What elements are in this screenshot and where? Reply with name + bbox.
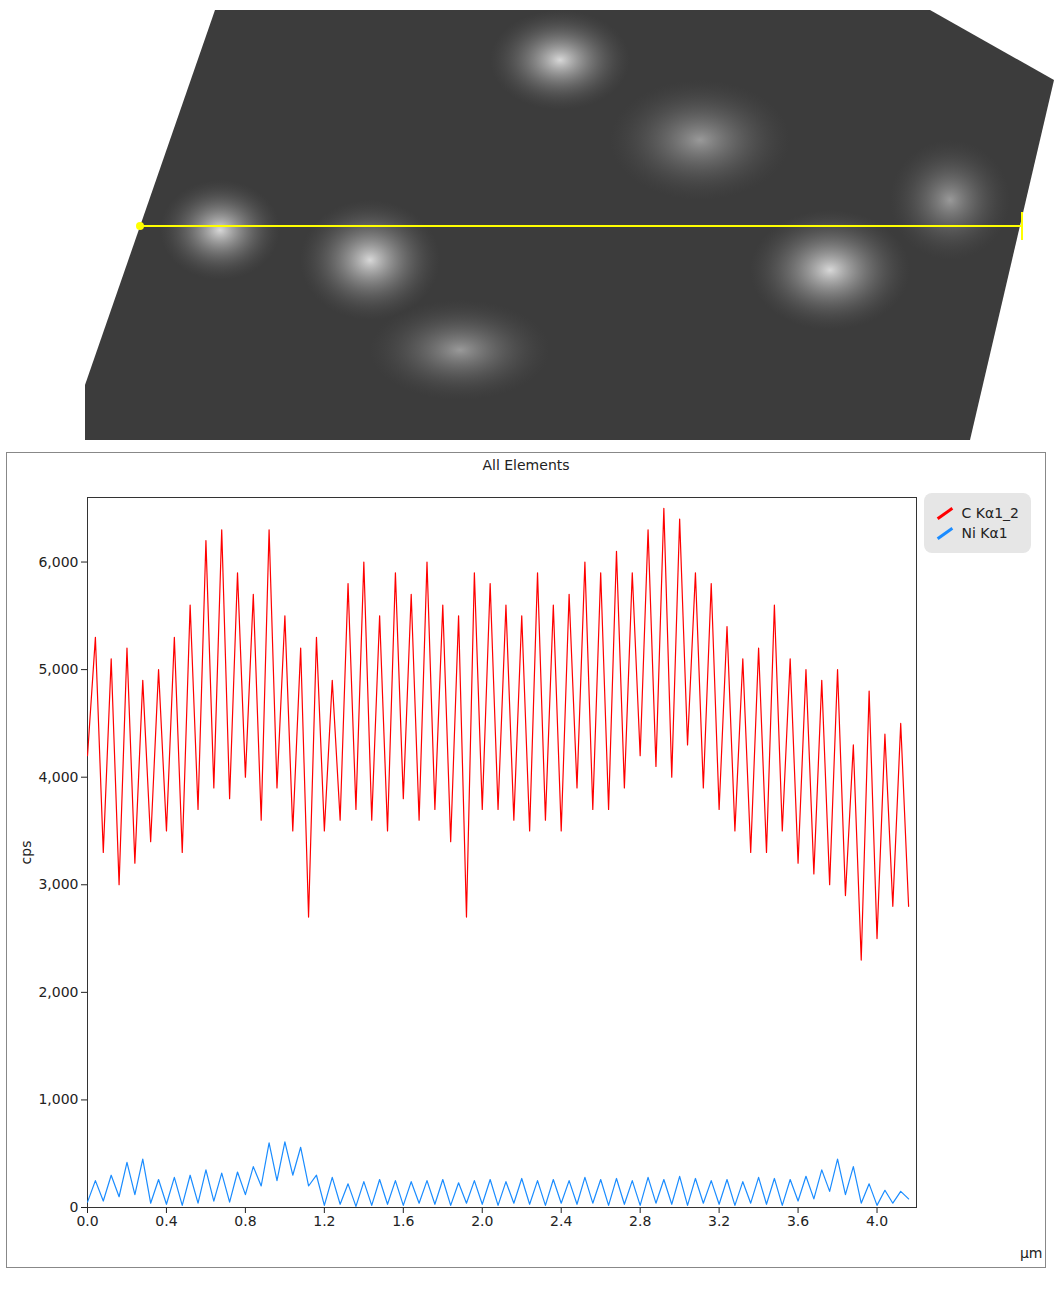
html-text:All Elements: All Elements xyxy=(482,457,570,473)
svg-text:cps: cps xyxy=(18,841,34,865)
svg-text:3,000: 3,000 xyxy=(38,876,78,892)
svg-text:0.8: 0.8 xyxy=(234,1213,256,1229)
svg-text:0.4: 0.4 xyxy=(155,1213,177,1229)
html-text:C Kα1_2: C Kα1_2 xyxy=(961,505,1019,521)
svg-text:4,000: 4,000 xyxy=(38,769,78,785)
svg-text:3.2: 3.2 xyxy=(708,1213,730,1229)
svg-text:6,000: 6,000 xyxy=(38,554,78,570)
svg-text:2.0: 2.0 xyxy=(471,1213,493,1229)
svg-text:1,000: 1,000 xyxy=(38,1091,78,1107)
svg-text:4.0: 4.0 xyxy=(866,1213,888,1229)
svg-text:0: 0 xyxy=(69,1199,79,1215)
svg-text:1.6: 1.6 xyxy=(392,1213,414,1229)
svg-text:3.6: 3.6 xyxy=(787,1213,809,1229)
svg-text:2.8: 2.8 xyxy=(629,1213,651,1229)
svg-text:5,000: 5,000 xyxy=(38,661,78,677)
svg-text:1.2: 1.2 xyxy=(313,1213,335,1229)
svg-text:2,000: 2,000 xyxy=(38,984,78,1000)
svg-text:2.4: 2.4 xyxy=(550,1213,572,1229)
svg-text:µm: µm xyxy=(1020,1245,1043,1261)
html-text:Ni Kα1: Ni Kα1 xyxy=(961,525,1008,541)
svg-text:0.0: 0.0 xyxy=(76,1213,98,1229)
